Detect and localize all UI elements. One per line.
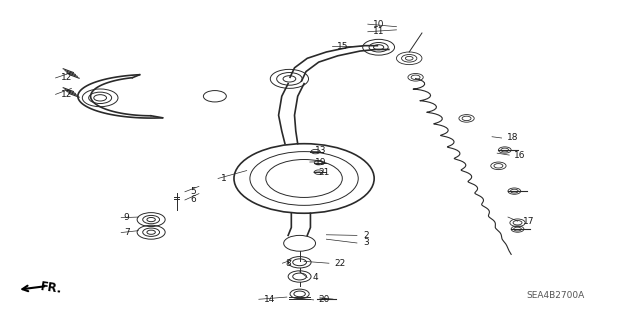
Text: 3: 3	[364, 239, 369, 248]
Text: 17: 17	[523, 217, 534, 226]
Text: 5: 5	[190, 187, 196, 196]
Text: 10: 10	[373, 20, 385, 29]
Text: 16: 16	[515, 151, 526, 160]
Text: 13: 13	[315, 146, 326, 155]
Text: 8: 8	[285, 259, 291, 268]
Text: 1: 1	[221, 174, 227, 183]
Text: 11: 11	[373, 27, 385, 36]
Text: 18: 18	[507, 133, 518, 143]
Text: 19: 19	[315, 158, 326, 167]
Text: 12: 12	[61, 90, 72, 99]
Text: 14: 14	[264, 295, 275, 304]
Text: 7: 7	[124, 228, 129, 237]
Text: 22: 22	[334, 259, 345, 268]
Text: 6: 6	[190, 196, 196, 204]
Text: 15: 15	[337, 42, 349, 51]
Text: 12: 12	[61, 73, 72, 82]
Text: SEA4B2700A: SEA4B2700A	[527, 291, 585, 300]
Text: 2: 2	[364, 231, 369, 240]
Text: FR.: FR.	[40, 280, 63, 296]
Text: 20: 20	[319, 295, 330, 304]
Text: 21: 21	[319, 168, 330, 177]
Text: 4: 4	[312, 273, 318, 282]
Text: 9: 9	[124, 213, 129, 222]
